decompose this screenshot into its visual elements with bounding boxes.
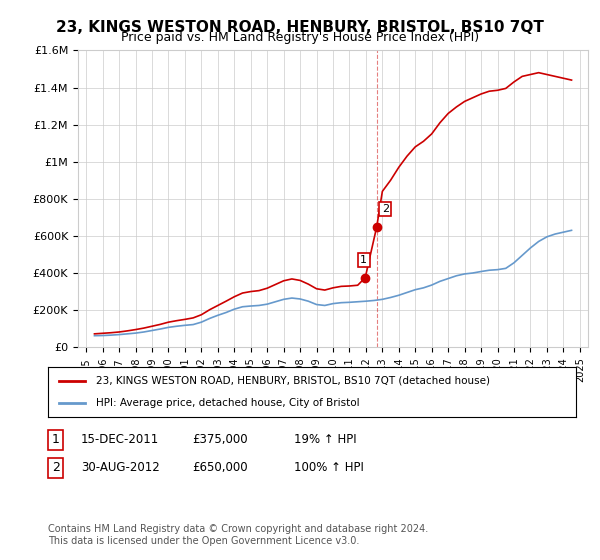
Text: 23, KINGS WESTON ROAD, HENBURY, BRISTOL, BS10 7QT (detached house): 23, KINGS WESTON ROAD, HENBURY, BRISTOL,… — [95, 376, 490, 386]
Text: £650,000: £650,000 — [192, 461, 248, 474]
Text: 15-DEC-2011: 15-DEC-2011 — [81, 433, 159, 446]
Text: 1: 1 — [52, 433, 60, 446]
Text: Price paid vs. HM Land Registry's House Price Index (HPI): Price paid vs. HM Land Registry's House … — [121, 31, 479, 44]
Text: 23, KINGS WESTON ROAD, HENBURY, BRISTOL, BS10 7QT: 23, KINGS WESTON ROAD, HENBURY, BRISTOL,… — [56, 20, 544, 35]
Text: 30-AUG-2012: 30-AUG-2012 — [81, 461, 160, 474]
Text: 2: 2 — [382, 204, 389, 214]
Text: 2: 2 — [52, 461, 60, 474]
Text: 1: 1 — [361, 255, 367, 265]
Text: 19% ↑ HPI: 19% ↑ HPI — [294, 433, 356, 446]
Text: 100% ↑ HPI: 100% ↑ HPI — [294, 461, 364, 474]
Text: HPI: Average price, detached house, City of Bristol: HPI: Average price, detached house, City… — [95, 398, 359, 408]
Text: £375,000: £375,000 — [192, 433, 248, 446]
Text: Contains HM Land Registry data © Crown copyright and database right 2024.
This d: Contains HM Land Registry data © Crown c… — [48, 524, 428, 546]
